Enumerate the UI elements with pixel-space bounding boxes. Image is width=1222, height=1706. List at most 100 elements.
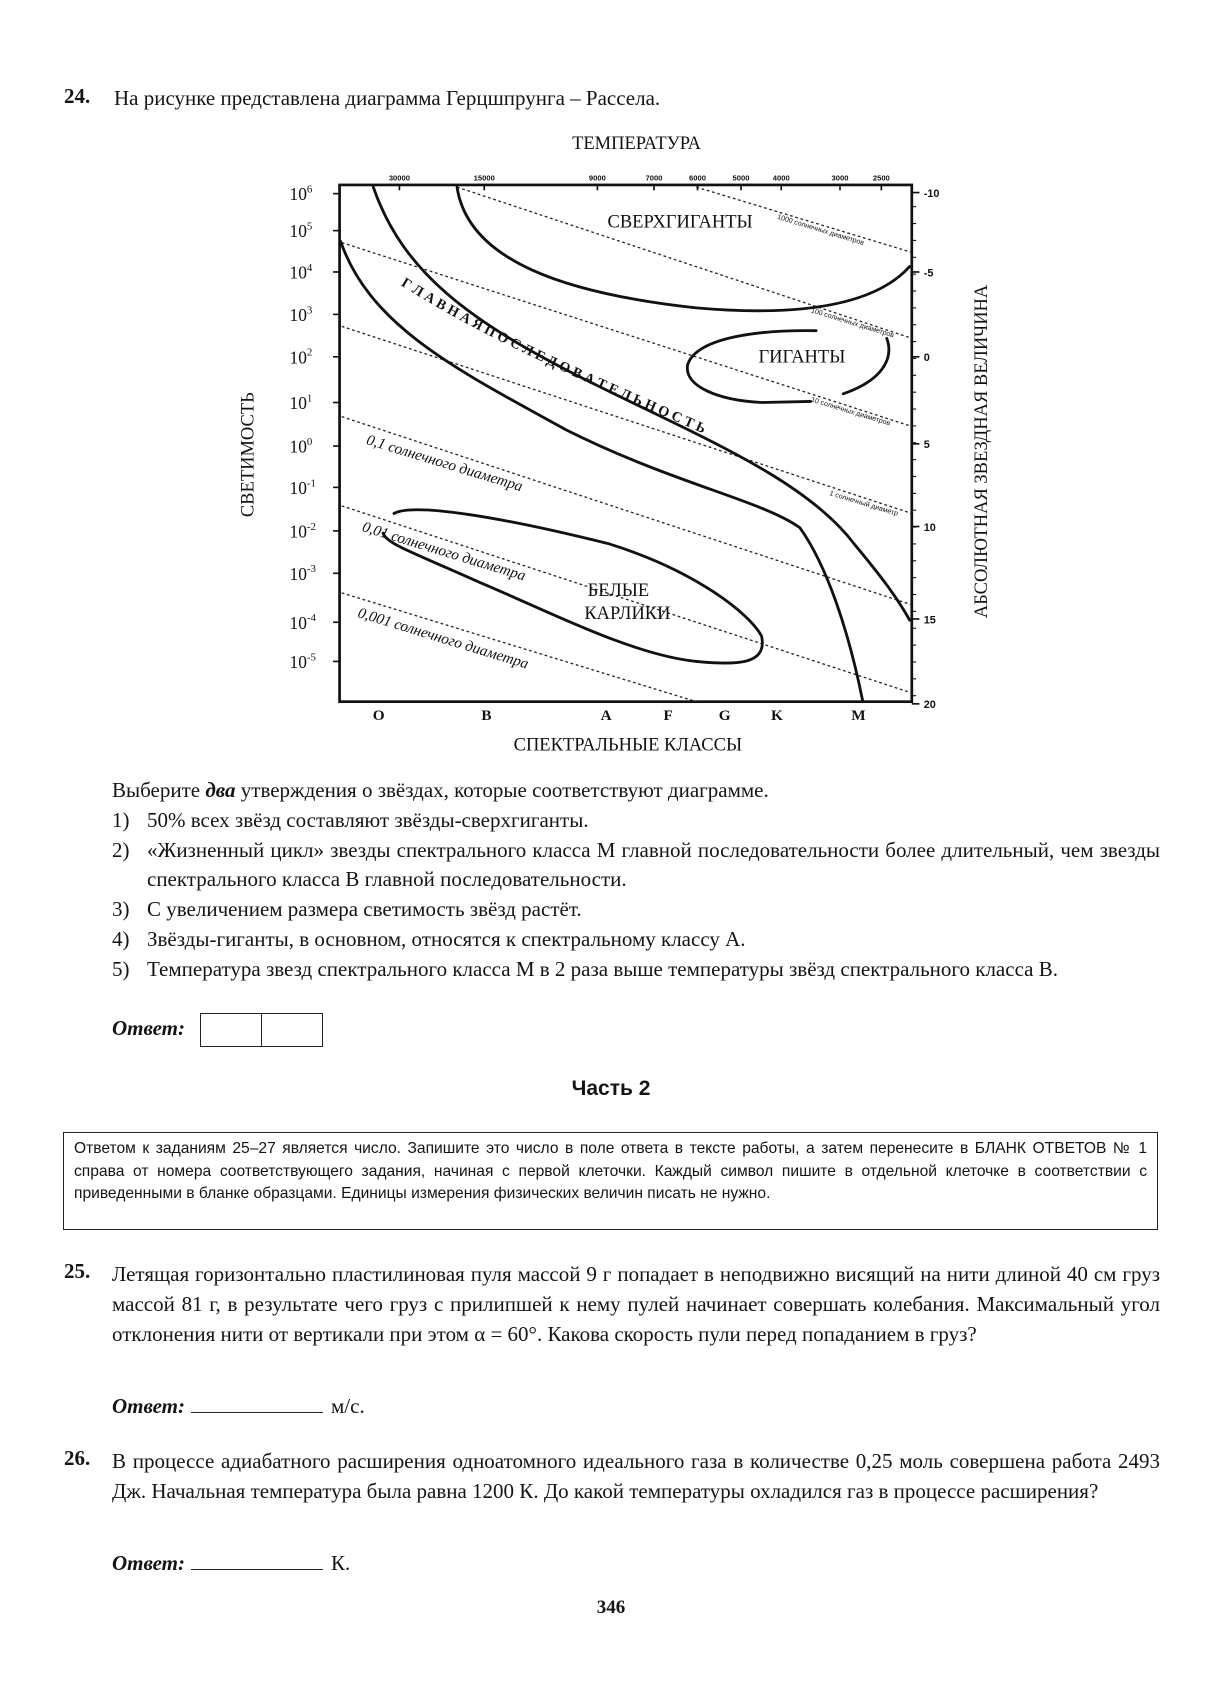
luminosity-tick-label: 10-1 (290, 477, 316, 498)
magnitude-tick-label: 10 (924, 522, 936, 534)
prompt-pre: Выберите (112, 778, 206, 802)
question-25-number: 25. (64, 1259, 91, 1283)
diameter-label-1000: 1000 солнечных диаметров (776, 214, 865, 247)
spectral-class-label: G (719, 707, 731, 724)
diameter-label-001: 0,01 солнечного диаметра (360, 518, 528, 584)
magnitude-tick-label: 5 (924, 439, 930, 451)
white-dwarfs-boundary (381, 508, 764, 665)
temperature-tick-label: 9000 (589, 174, 606, 183)
giants-boundary-right (841, 336, 891, 396)
luminosity-tick-label: 103 (290, 304, 313, 325)
temperature-tick-label: 6000 (689, 174, 706, 183)
luminosity-tick-label: 102 (290, 347, 313, 368)
main-sequence-text: Г Л А В Н А Я П О С Л Е Д О В А Т Е Л Ь … (398, 275, 708, 437)
spectral-class-label: B (481, 707, 491, 724)
magnitude-tick-label: 0 (924, 352, 930, 364)
region-label-main-sequence: Г Л А В Н А Я П О С Л Е Д О В А Т Е Л Ь … (398, 275, 708, 437)
answer-unit: К. (331, 1551, 351, 1575)
diameter-line-1000 (696, 186, 912, 254)
luminosity-tick-label: 10-3 (290, 563, 316, 584)
part-2-title: Часть 2 (571, 1077, 651, 1100)
question-24-prompt: Выберите два утверждения о звёздах, кото… (112, 776, 769, 806)
option-number: 5) (112, 957, 130, 981)
diameter-line-0001 (341, 592, 697, 703)
diameter-line-10 (341, 241, 912, 428)
temperature-tick-label: 7000 (646, 174, 663, 183)
answer-24: Ответ: (112, 1013, 324, 1047)
spectral-class-label: F (663, 707, 672, 724)
option-2: 2) «Жизненный цикл» звезды спектрального … (112, 836, 1160, 894)
question-26-text: В процессе адиабатного расширения одноат… (112, 1449, 1160, 1503)
diameter-line-100 (456, 186, 913, 339)
option-text: Звёзды-гиганты, в основном, относятся к … (147, 927, 746, 951)
left-axis-title: СВЕТИМОСТЬ (238, 392, 258, 517)
spectral-class-label: A (601, 707, 612, 724)
magnitude-tick-label: 15 (924, 614, 936, 626)
temperature-tick-label: 30000 (389, 174, 410, 183)
bottom-axis-title: СПЕКТРАЛЬНЫЕ КЛАССЫ (514, 735, 742, 755)
luminosity-tick-label: 101 (290, 392, 313, 413)
magnitude-ticks: -10 -5 0 5 10 15 20 (911, 188, 939, 711)
spectral-class-label: M (851, 707, 865, 724)
answer-label: Ответ: (112, 1551, 185, 1575)
option-number: 2) (112, 838, 130, 862)
magnitude-tick-label: 20 (924, 699, 936, 711)
region-label-giants: ГИГАНТЫ (759, 346, 846, 366)
luminosity-tick-label: 100 (290, 436, 313, 457)
diameter-label-0001: 0,001 солнечного диаметра (356, 604, 531, 672)
answer-25-field[interactable] (191, 1394, 323, 1413)
temperature-tick-label: 4000 (773, 174, 790, 183)
diameter-line-001 (341, 505, 912, 694)
answer-26-field[interactable] (191, 1551, 323, 1570)
option-text: Температура звезд спектрального класса M… (147, 957, 1058, 981)
answer-24-cells[interactable] (200, 1013, 324, 1047)
option-text: 50% всех звёзд составляют звёзды-сверхги… (147, 808, 589, 832)
answer-label: Ответ: (112, 1015, 185, 1040)
luminosity-tick-label: 106 (290, 184, 313, 205)
diameter-label-10: 10 солнечных диаметров (810, 397, 891, 428)
temperature-ticks: 30000 15000 9000 7000 6000 5000 4000 3000 2500 (389, 174, 890, 191)
supergiants-boundary (455, 185, 912, 313)
region-label-white-dwarfs-line2: КАРЛИКИ (584, 603, 670, 623)
option-1: 1) 50% всех звёзд составляют звёзды-сверх… (112, 806, 1160, 835)
diameter-label-1: 1 солнечный диаметр (829, 489, 900, 518)
question-24-intro: На рисунке представлена диаграмма Герцшп… (114, 86, 661, 110)
magnitude-tick-label: -5 (924, 267, 934, 279)
spectral-class-label: K (771, 707, 783, 724)
question-26-number: 26. (64, 1446, 91, 1470)
temperature-tick-label: 2500 (873, 174, 890, 183)
option-number: 4) (112, 927, 130, 951)
option-text: С увеличением размера светимость звёзд р… (147, 897, 582, 921)
answer-unit: м/с. (331, 1394, 365, 1418)
answer-cell-2[interactable] (262, 1014, 322, 1046)
giants-boundary-left (686, 329, 818, 404)
luminosity-tick-label: 105 (290, 221, 313, 242)
top-axis-title: ТЕМПЕРАТУРА (572, 133, 702, 153)
temperature-tick-label: 5000 (733, 174, 750, 183)
hertzsprung-russell-diagram: ТЕМПЕРАТУРА СПЕКТРАЛЬНЫЕ КЛАССЫ СВЕТИМОС… (238, 133, 991, 755)
diameter-label-01: 0,1 солнечного диаметра (365, 431, 526, 495)
answer-cell-1[interactable] (201, 1014, 263, 1046)
region-label-white-dwarfs-line1: БЕЛЫЕ (588, 580, 650, 600)
luminosity-tick-label: 10-4 (290, 612, 317, 633)
prompt-emphasis: два (205, 778, 236, 802)
answer-25: Ответ: м/с. (112, 1392, 365, 1422)
option-number: 3) (112, 897, 130, 921)
right-axis-title: АБСОЛЮТНАЯ ЗВЕЗДНАЯ ВЕЛИЧИНА (971, 284, 991, 618)
diameter-line-1 (341, 325, 912, 515)
answer-26: Ответ: К. (112, 1549, 350, 1579)
question-24-number: 24. (64, 84, 91, 108)
luminosity-tick-label: 10-2 (290, 521, 316, 542)
main-sequence-upper-boundary (371, 185, 912, 622)
luminosity-tick-label: 10-5 (290, 651, 316, 672)
page-number: 346 (596, 1597, 626, 1618)
question-25-text: Летящая горизонтально пластилиновая пуля… (112, 1262, 1160, 1346)
option-text: «Жизненный цикл» звезды спектрального кл… (147, 838, 1160, 891)
answer-label: Ответ: (112, 1394, 185, 1418)
luminosity-tick-label: 104 (290, 262, 313, 283)
option-5: 5) Температура звезд спектрального класса… (112, 955, 1160, 984)
temperature-tick-label: 15000 (474, 174, 495, 183)
option-4: 4) Звёзды-гиганты, в основном, относятся … (112, 925, 1160, 954)
spectral-class-label: O (373, 707, 385, 724)
